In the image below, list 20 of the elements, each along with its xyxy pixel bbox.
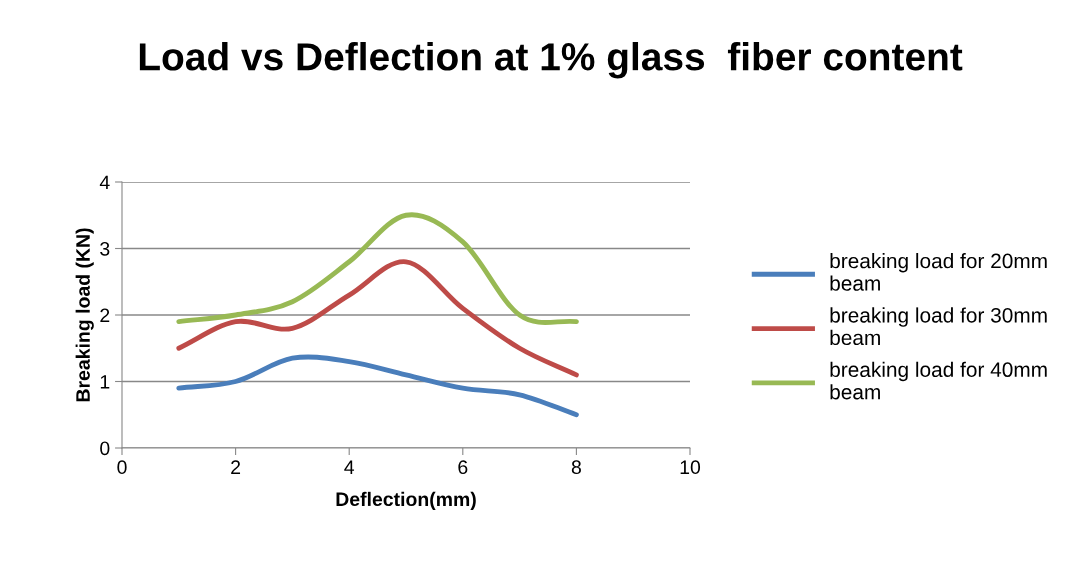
legend-label: breaking load for 40mm beam — [830, 361, 1047, 400]
x-tick-label: 10 — [680, 460, 701, 475]
x-tick-label: 4 — [344, 460, 355, 474]
x-tick-label: 6 — [458, 460, 468, 475]
x-axis-title: Deflection(mm) — [336, 491, 476, 510]
legend-label: breaking load for 30mm beam — [830, 307, 1047, 346]
y-tick-label: 0 — [100, 441, 110, 456]
y-tick-label: 3 — [100, 241, 110, 256]
chart-title: Load vs Deflection at 1% glass fiber content — [139, 42, 963, 79]
line-series — [176, 212, 579, 325]
line-series — [176, 354, 579, 418]
y-axis-title: Breaking load (KN) — [75, 228, 94, 402]
y-tick-label: 4 — [99, 175, 110, 190]
x-tick-label: 0 — [117, 460, 127, 475]
y-tick-label: 2 — [100, 308, 110, 323]
line-series — [176, 259, 579, 378]
x-tick-label: 8 — [571, 460, 581, 475]
x-tick-label: 2 — [231, 460, 241, 474]
legend-label: breaking load for 20mm beam — [830, 253, 1047, 291]
y-tick-label: 1 — [100, 375, 110, 389]
